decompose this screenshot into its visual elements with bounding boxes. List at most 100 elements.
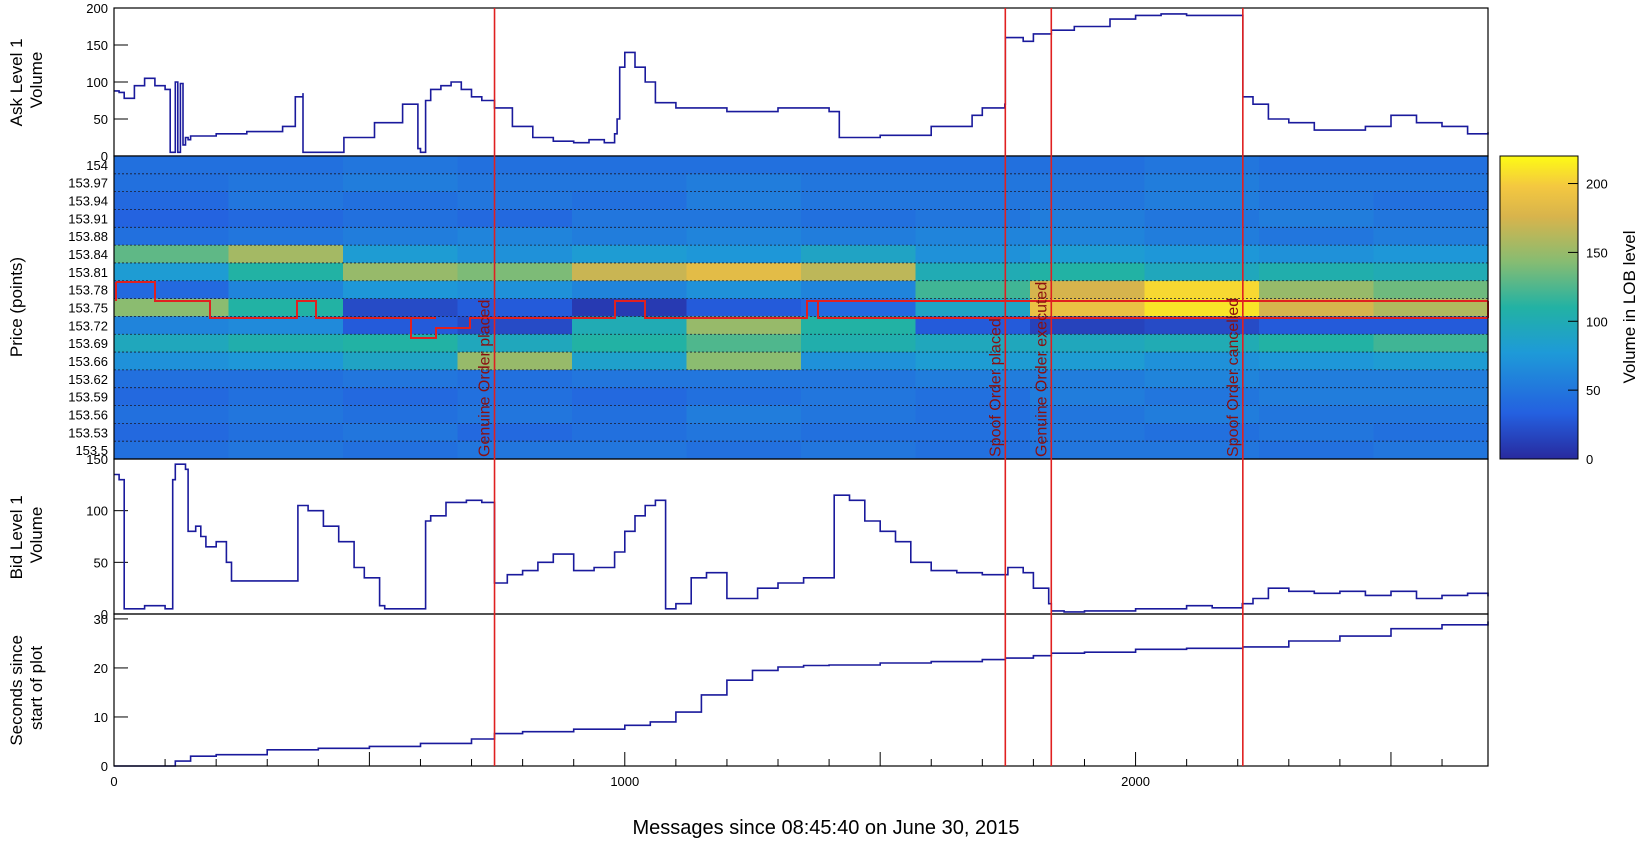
heatmap-cell: [801, 245, 917, 264]
heatmap-cell: [915, 227, 1031, 246]
heatmap-cell: [343, 441, 459, 459]
heatmap-cell: [1373, 262, 1488, 282]
colorbar-tick-label-2: 100: [1586, 314, 1608, 329]
price-level-label: 153.78: [68, 283, 108, 298]
heatmap-cell: [1373, 191, 1488, 210]
ask-volume-line: [114, 13, 1489, 154]
bid-ytick-label-2: 100: [86, 504, 108, 519]
heatmap-cell: [114, 334, 230, 353]
heatmap-cell: [114, 405, 230, 424]
heatmap-cell: [457, 352, 573, 371]
heatmap-cell: [457, 334, 573, 353]
heatmap-cell: [1030, 227, 1146, 246]
heatmap-cell: [1030, 209, 1146, 228]
colorbar: 0 50 100 150 200 Volume in LOB level: [1499, 155, 1639, 467]
heatmap-cell: [1373, 209, 1488, 228]
heatmap-cell: [343, 316, 459, 335]
heatmap-cell: [228, 334, 344, 353]
heatmap-cell: [1373, 280, 1488, 300]
heatmap-cell: [915, 369, 1031, 389]
heatmap-cell: [1144, 280, 1260, 300]
x-tick-label-0: 0: [110, 774, 117, 789]
heatmap-cell: [1030, 316, 1146, 335]
bid-ylabel: Bid Level 1 Volume: [7, 491, 46, 580]
heatmap-cell: [1373, 441, 1488, 459]
bid-ytick-label-1: 50: [94, 555, 108, 570]
heatmap-cell: [114, 423, 230, 442]
ask-ytick-label-2: 100: [86, 75, 108, 90]
heatmap-cell: [1030, 298, 1146, 317]
price-level-label: 153.56: [68, 407, 108, 422]
heatmap-cell: [801, 441, 917, 459]
heatmap-cell: [686, 156, 802, 175]
seconds-y-axis: 0 10 20 30: [94, 612, 128, 774]
heatmap-cell: [457, 227, 573, 246]
heatmap-cell: [1259, 369, 1375, 389]
bid-volume-line: [114, 463, 1489, 613]
heatmap-cell: [114, 298, 230, 317]
heatmap-cell: [343, 352, 459, 371]
heatmap-cell: [915, 173, 1031, 193]
heatmap-cell: [1373, 173, 1488, 193]
price-level-label: 153.62: [68, 372, 108, 387]
price-level-label: 153.81: [68, 265, 108, 280]
bid-y-axis: 0 50 100 150: [86, 452, 128, 622]
heatmap-cell: [1259, 262, 1375, 282]
event-label-0: Genuine Order placed: [477, 300, 494, 457]
price-level-label: 153.84: [68, 247, 108, 262]
heatmap-cell: [1030, 156, 1146, 175]
heatmap-cell: [457, 209, 573, 228]
heatmap-cell: [1259, 316, 1375, 335]
price-level-label: 153.94: [68, 194, 108, 209]
heatmap-cell: [1373, 387, 1488, 407]
colorbar-label: Volume in LOB level: [1620, 230, 1639, 383]
colorbar-tick-label-0: 0: [1586, 452, 1593, 467]
heatmap-cell: [1144, 369, 1260, 389]
heatmap-cell: [801, 387, 917, 407]
heatmap-cell: [1373, 298, 1488, 317]
colorbar-tick-label-4: 200: [1586, 177, 1608, 192]
heatmap-cell: [572, 280, 688, 300]
heatmap-cell: [1030, 262, 1146, 282]
heatmap-cell: [686, 227, 802, 246]
heatmap-cell: [915, 405, 1031, 424]
heatmap-cell: [114, 387, 230, 407]
heatmap-cell: [114, 173, 230, 193]
heatmap-cell: [1144, 209, 1260, 228]
heatmap-cell: [801, 334, 917, 353]
heatmap-cell: [343, 369, 459, 389]
price-level-label: 153.75: [68, 301, 108, 316]
heatmap-cell: [801, 405, 917, 424]
x-axis-title: Messages since 08:45:40 on June 30, 2015: [633, 817, 1020, 839]
heatmap-cell: [915, 387, 1031, 407]
heatmap-cell: [228, 298, 344, 317]
bid-ytick-label-3: 150: [86, 452, 108, 467]
heatmap-cell: [228, 262, 344, 282]
heatmap-cell: [801, 298, 917, 317]
seconds-ytick-label-0: 0: [101, 759, 108, 774]
ask-ylabel: Ask Level 1 Volume: [7, 34, 46, 127]
heatmap-cell: [457, 280, 573, 300]
bid-ytick-label-0: 0: [101, 607, 108, 622]
price-level-labels: 154 153.97 153.94 153.91 153.88 153.84 153.81 1…: [68, 158, 108, 458]
heatmap-cell: [1030, 405, 1146, 424]
heatmap-cell: [1144, 262, 1260, 282]
heatmap-cell: [572, 191, 688, 210]
seconds-ylabel-line2: start of plot: [27, 646, 46, 730]
heatmap-cell: [343, 298, 459, 317]
heatmap-cell: [915, 316, 1031, 335]
heatmap-cell: [114, 441, 230, 459]
heatmap-cell: [915, 280, 1031, 300]
heatmap-cell: [1373, 334, 1488, 353]
heatmap-cell: [1259, 352, 1375, 371]
heatmap-cell: [228, 387, 344, 407]
heatmap-cell: [801, 352, 917, 371]
heatmap-cell: [343, 334, 459, 353]
heatmap-cell: [1373, 405, 1488, 424]
heatmap-cell: [801, 156, 917, 175]
heatmap-cell: [801, 316, 917, 335]
heatmap-cell: [1259, 405, 1375, 424]
price-level-label: 153.53: [68, 425, 108, 440]
heatmap-cell: [1259, 173, 1375, 193]
heatmap-gridlines: [114, 173, 1488, 442]
